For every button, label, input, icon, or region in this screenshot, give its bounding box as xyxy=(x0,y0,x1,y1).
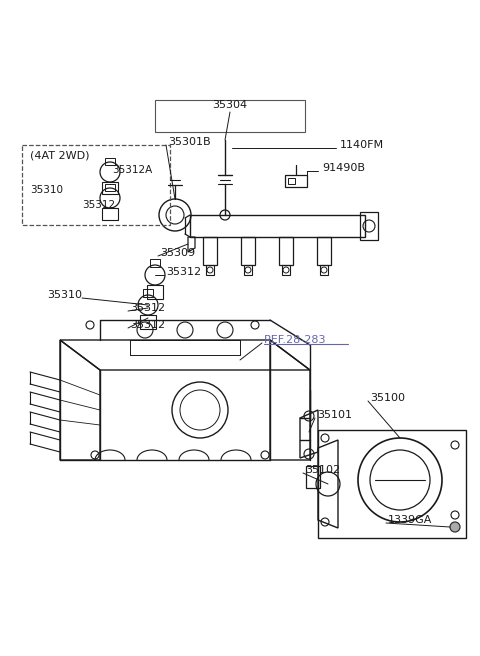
Text: 1339GA: 1339GA xyxy=(388,515,432,525)
Bar xyxy=(22,145,170,225)
Text: 35301B: 35301B xyxy=(168,137,211,147)
Bar xyxy=(288,178,295,184)
Bar xyxy=(155,100,305,132)
Text: 35310: 35310 xyxy=(47,290,82,300)
Bar xyxy=(203,237,217,265)
Bar xyxy=(147,285,163,299)
Bar xyxy=(306,466,320,488)
Bar xyxy=(206,265,214,275)
Bar xyxy=(282,265,290,275)
Text: 35312: 35312 xyxy=(166,267,201,277)
Bar xyxy=(244,265,252,275)
Bar xyxy=(360,212,378,240)
Bar xyxy=(143,289,153,297)
Text: 35312: 35312 xyxy=(130,320,165,330)
Text: 91490B: 91490B xyxy=(322,163,365,173)
Text: 35100: 35100 xyxy=(370,393,405,403)
Bar xyxy=(241,237,255,265)
Bar xyxy=(105,184,115,191)
Text: 35312A: 35312A xyxy=(112,165,152,175)
Bar xyxy=(150,259,160,267)
Bar xyxy=(285,175,307,187)
Bar xyxy=(279,237,293,265)
Bar xyxy=(318,430,466,538)
Bar xyxy=(140,315,156,329)
Text: 35312: 35312 xyxy=(130,303,165,313)
Text: 35312: 35312 xyxy=(82,200,115,210)
Text: 35310: 35310 xyxy=(30,185,63,195)
Bar xyxy=(102,182,118,194)
Bar xyxy=(317,237,331,265)
Bar xyxy=(102,208,118,220)
Text: 35304: 35304 xyxy=(213,100,248,110)
Circle shape xyxy=(450,522,460,532)
Text: (4AT 2WD): (4AT 2WD) xyxy=(30,150,89,160)
Bar xyxy=(105,158,115,165)
Text: 35102: 35102 xyxy=(305,465,340,475)
Bar xyxy=(190,215,365,237)
Bar xyxy=(320,265,328,275)
Text: 35309: 35309 xyxy=(160,248,195,258)
Text: 35101: 35101 xyxy=(317,410,352,420)
Text: 1140FM: 1140FM xyxy=(340,140,384,150)
Text: REF.28-283: REF.28-283 xyxy=(264,335,326,345)
